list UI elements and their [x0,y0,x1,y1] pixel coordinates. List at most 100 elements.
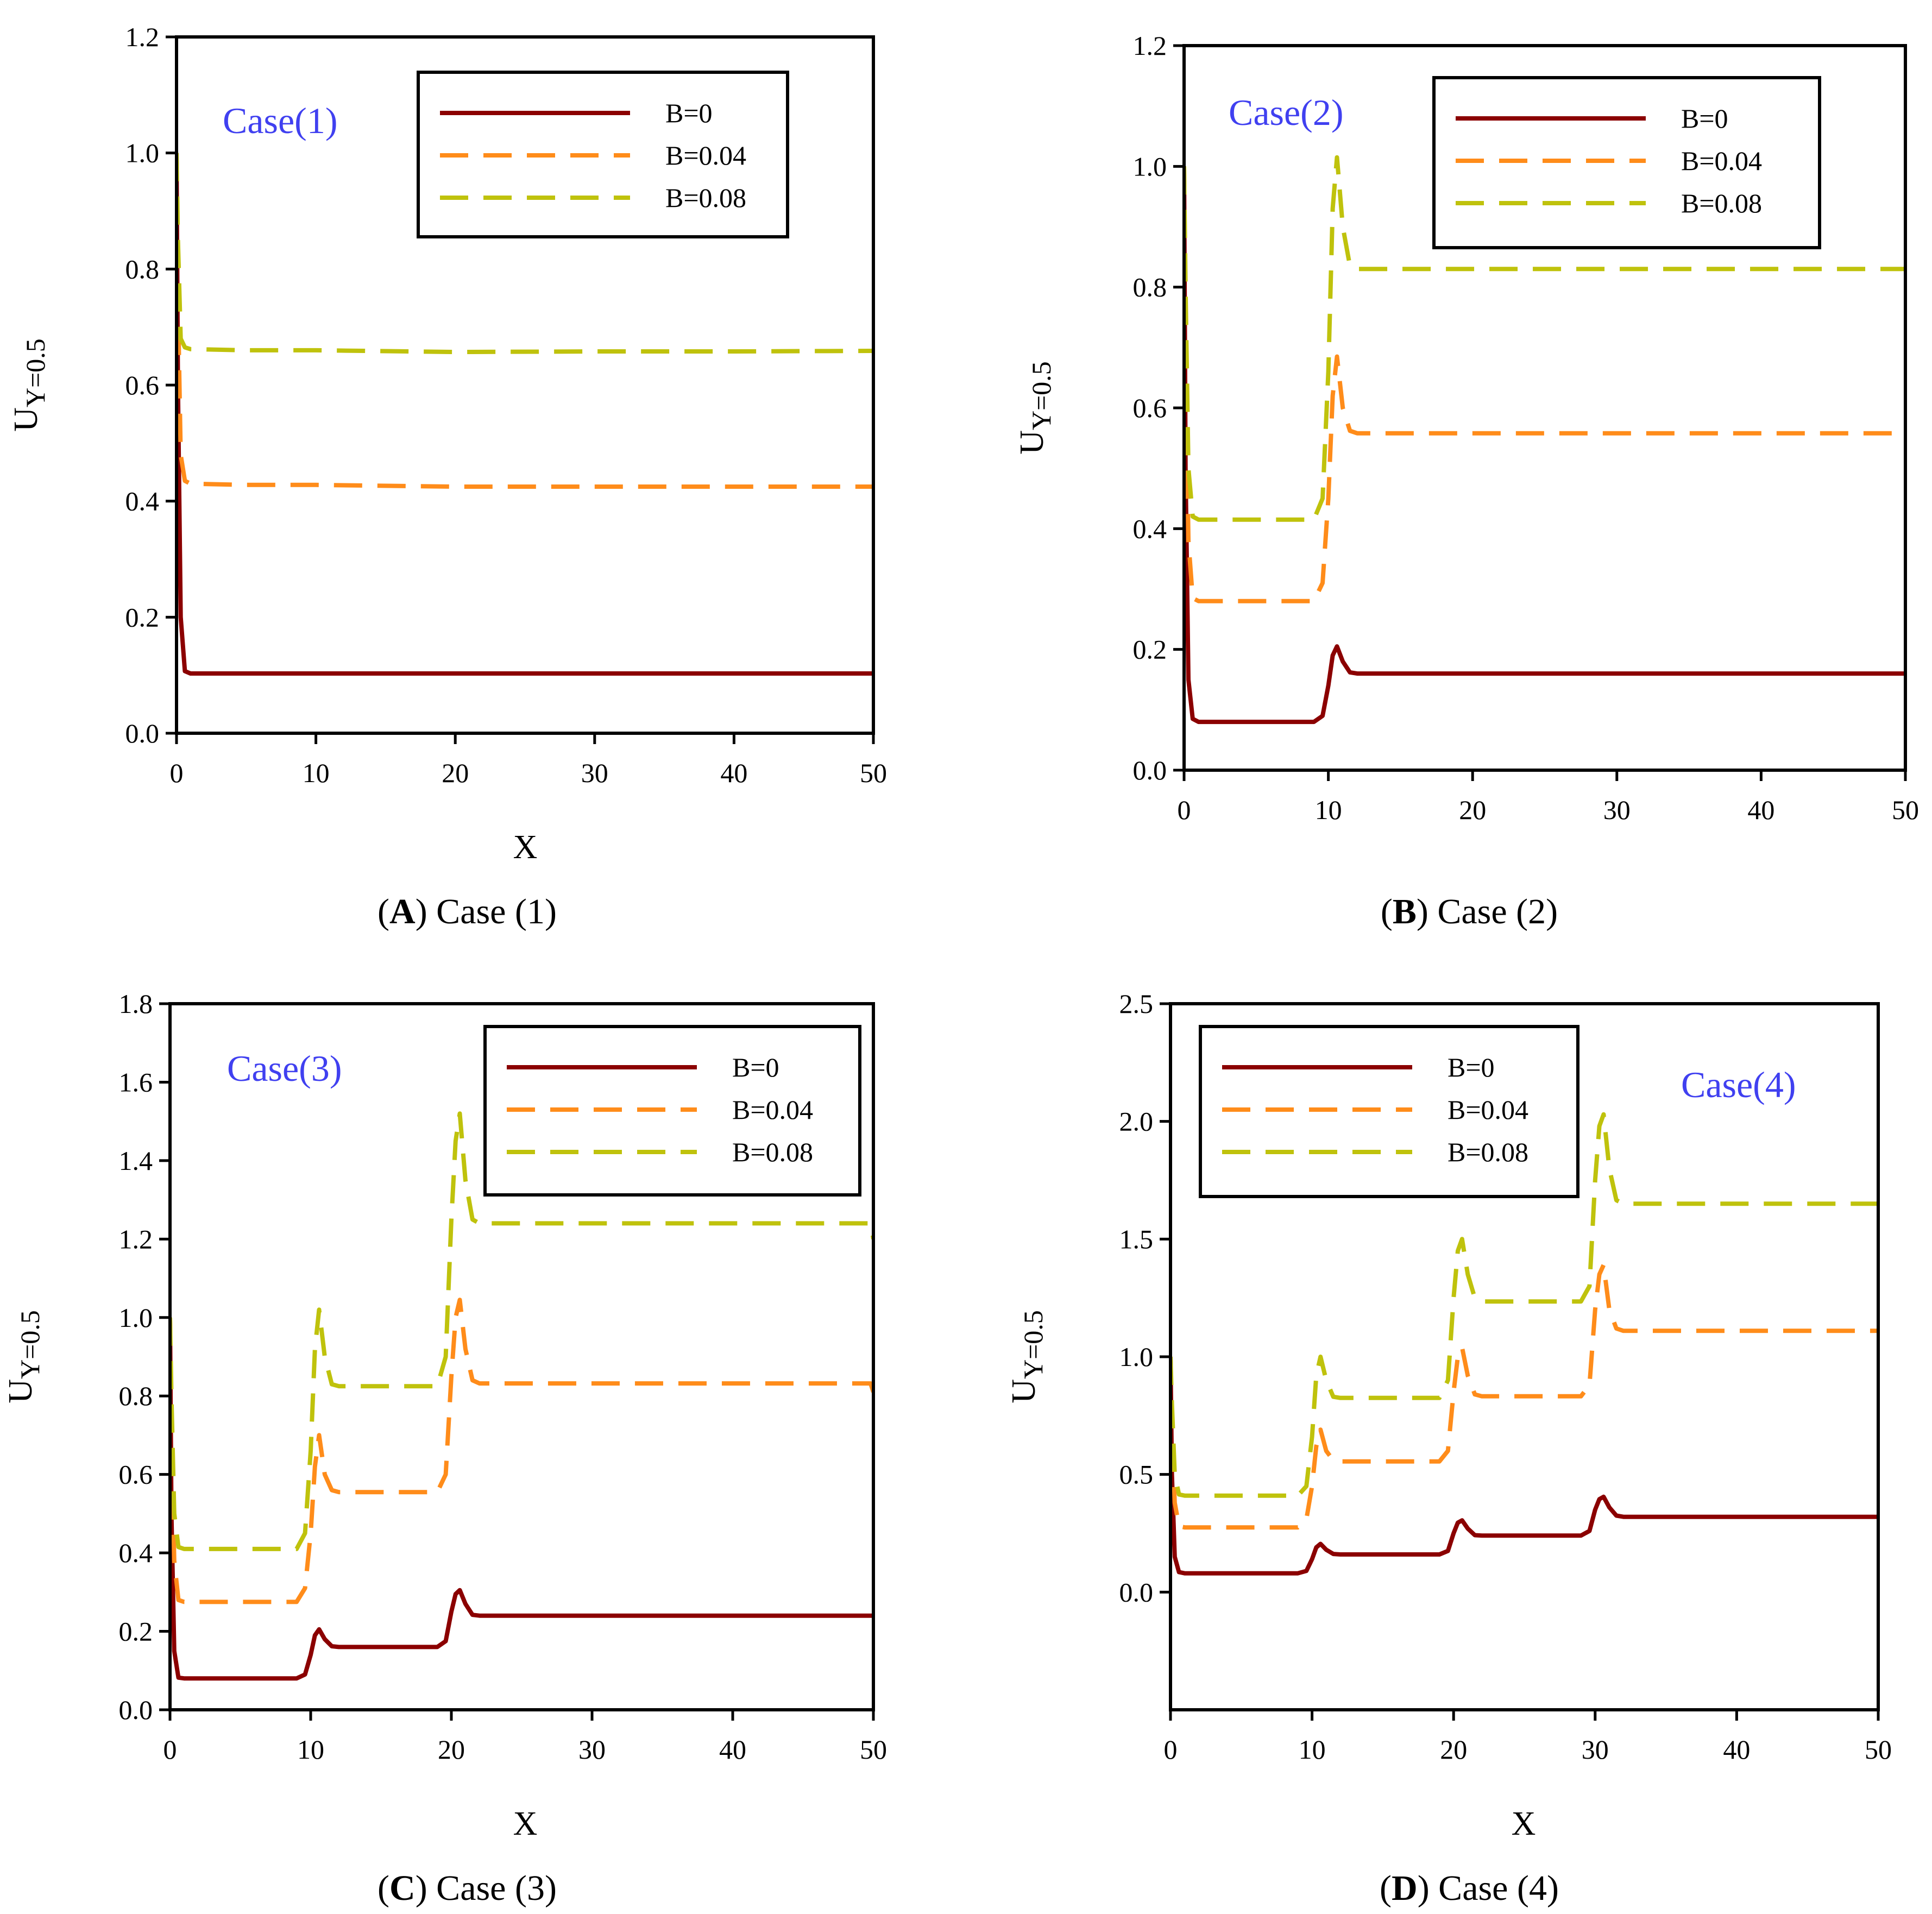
y-tick-label: 1.0 [125,138,160,168]
series-line-b-0-08 [177,153,873,355]
caption-letter: B [1393,892,1417,931]
panel-caption: (C) Case (3) [377,1868,557,1908]
x-tick-label: 30 [1603,795,1631,825]
y-tick-label: 0.0 [119,1695,153,1725]
legend-label: B=0.08 [665,182,746,213]
y-tick-label: 0.4 [119,1538,153,1568]
caption-letter: A [389,892,416,931]
x-axis-title: X [1512,1805,1536,1842]
x-tick-label: 0 [1178,795,1191,825]
y-tick-label: 0.2 [119,1616,153,1647]
chart-panel-b: 0 10 20 30 40 50 0.0 0.2 0.4 0.6 0.8 1.0 1.2 UY=0.5 Ca… [1014,30,1919,931]
legend-label: B=0.04 [732,1094,813,1125]
chart-panel-d: 0 10 20 30 40 50 0.0 0.5 1.0 1.5 2.0 2.5 X UY=0.5 Case… [1005,989,1892,1908]
y-tick-label: 0.0 [1119,1577,1154,1607]
y-axis-title-text: UY=0.5 [1005,1310,1048,1403]
caption-text: ) Case (3) [416,1868,557,1908]
panel-caption: (A) Case (1) [377,892,557,931]
y-tick-label: 1.2 [1133,30,1167,61]
y-axis-title: UY=0.5 [1014,361,1056,455]
legend-label: B=0 [665,98,713,128]
x-tick-label: 10 [303,758,330,788]
y-axis-title: UY=0.5 [8,338,51,432]
series-line-b-0-04 [1184,166,1905,603]
series-line-b-0-04 [1170,1263,1878,1530]
y-tick-label: 0.8 [125,254,160,284]
panel-caption: (B) Case (2) [1381,892,1558,931]
legend-box [417,71,789,238]
y-tick-label: 0.6 [119,1459,153,1490]
x-tick-label: 20 [1459,795,1486,825]
y-tick-label: 0.0 [1133,755,1167,785]
y-axis-title-main: U [8,407,45,432]
legend-label: B=0.08 [1681,188,1762,218]
legend-label: B=0.08 [732,1137,813,1167]
case-label: Case(1) [223,100,337,141]
legend: B=0 B=0.04 B=0.08 [483,1025,861,1197]
legend-box [483,1025,861,1197]
y-axis-title-subscript: Y=0.5 [1026,361,1056,430]
y-tick-label: 0.2 [1133,634,1167,665]
y-tick-label: 1.2 [125,22,160,52]
x-axis-title: X [513,829,538,866]
y-axis-title-main: U [2,1379,39,1403]
x-tick-label: 50 [1892,795,1919,825]
legend-box [1199,1025,1579,1198]
y-axis-title-main: U [1005,1379,1042,1403]
y-tick-label: 0.0 [125,718,160,748]
y-axis-title-subscript: Y=0.5 [1018,1310,1048,1379]
x-tick-label: 10 [297,1734,324,1765]
y-tick-label: 0.5 [1119,1459,1154,1490]
x-tick-label: 0 [163,1734,177,1765]
y-axis-title-main: U [1014,430,1050,455]
caption-text: ) Case (2) [1417,892,1558,931]
series-line-b-0-08 [1184,155,1905,522]
y-tick-label: 2.0 [1119,1106,1154,1137]
y-tick-label: 0.8 [1133,272,1167,303]
legend-label: B=0.04 [1448,1094,1528,1125]
x-tick-label: 0 [170,758,184,788]
x-tick-label: 20 [438,1734,465,1765]
x-tick-label: 0 [1164,1734,1178,1765]
x-tick-label: 20 [442,758,469,788]
y-axis-title-text: UY=0.5 [2,1310,45,1403]
x-tick-label: 10 [1315,795,1342,825]
legend-box [1432,76,1821,249]
y-tick-label: 1.5 [1119,1224,1154,1254]
legend-label: B=0.04 [1681,146,1762,176]
y-tick-label: 1.0 [119,1302,153,1333]
chart-panel-a: 0 10 20 30 40 50 0.0 0.2 0.4 0.6 0.8 1.0 1.2 X UY=0.5 C… [8,22,887,931]
x-tick-label: 30 [1582,1734,1609,1765]
series-line-b-0 [177,153,873,676]
y-axis-title: UY=0.5 [2,1310,45,1403]
series-line-b-0-04 [170,1298,873,1604]
x-tick-label: 40 [719,1734,746,1765]
y-tick-label: 1.4 [119,1145,153,1176]
y-tick-label: 1.6 [119,1067,153,1097]
plot-frame [168,1002,875,1711]
series-line-b-0 [170,1317,873,1681]
y-tick-label: 0.2 [125,602,160,632]
legend-label: B=0 [1448,1052,1495,1082]
y-axis-title-subscript: Y=0.5 [15,1310,45,1379]
y-tick-label: 1.8 [119,989,153,1019]
x-tick-label: 50 [860,1734,887,1765]
chart-panel-c: 0 10 20 30 40 50 0.0 0.2 0.4 0.6 0.8 1.0 1.2 1.4 1.6 1.… [2,989,887,1908]
y-axis-title-subscript: Y=0.5 [20,338,51,407]
x-tick-label: 50 [1865,1734,1892,1765]
legend-label: B=0.08 [1448,1137,1528,1167]
caption-open-paren: ( [1381,892,1393,931]
series-line-b-0 [1170,1356,1878,1576]
y-tick-label: 0.6 [1133,393,1167,423]
x-tick-label: 10 [1299,1734,1326,1765]
caption-open-paren: ( [377,892,389,931]
y-tick-label: 0.6 [125,370,160,400]
x-tick-label: 20 [1440,1734,1467,1765]
x-tick-label: 30 [578,1734,606,1765]
series-line-b-0-08 [1170,1112,1878,1498]
y-axis-title-text: UY=0.5 [8,338,51,432]
y-tick-label: 1.0 [1119,1342,1154,1372]
y-axis-title: UY=0.5 [1005,1310,1048,1403]
case-label: Case(4) [1681,1064,1796,1105]
legend-label: B=0 [732,1052,779,1082]
